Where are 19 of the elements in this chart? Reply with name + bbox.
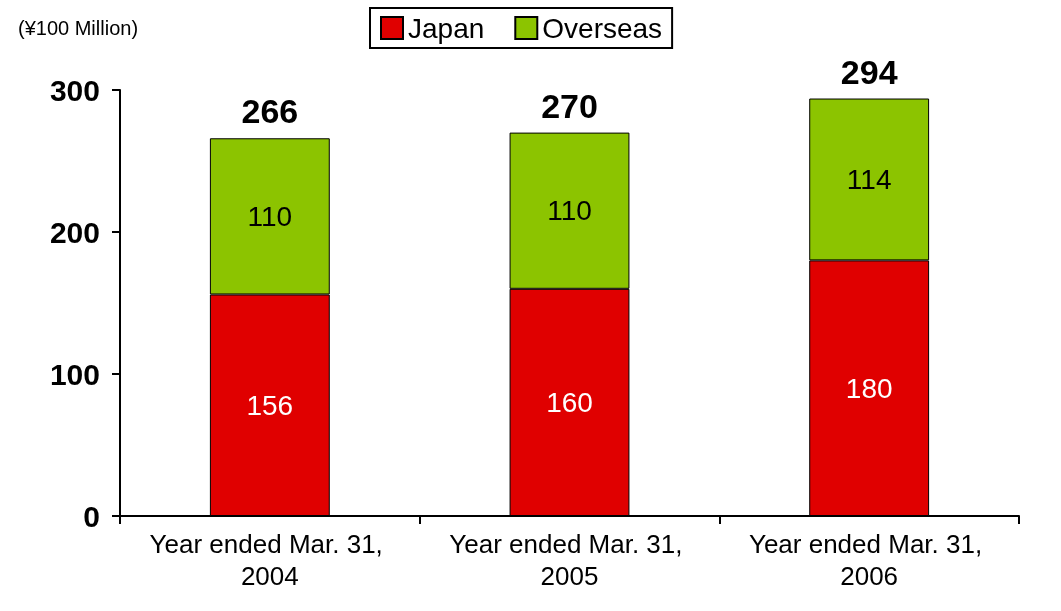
data-label: 156 <box>246 389 294 421</box>
data-label: 180 <box>845 372 893 404</box>
data-label: 114 <box>846 163 892 195</box>
x-tick-label: Year ended Mar. 31, 2004 <box>149 529 391 591</box>
x-tick-label: Year ended Mar. 31, 2005 <box>449 529 690 591</box>
legend-label: Japan <box>408 12 485 44</box>
total-label: 270 <box>541 86 598 125</box>
y-axis-title: (¥100 Million) <box>18 17 139 39</box>
legend-label: Overseas <box>542 12 663 44</box>
y-tick-label: 0 <box>83 499 100 533</box>
y-tick-label: 100 <box>49 357 100 391</box>
data-label: 110 <box>547 195 592 227</box>
total-label: 294 <box>840 52 898 91</box>
data-label: 110 <box>247 200 293 232</box>
total-label: 266 <box>241 92 299 131</box>
x-tick-label: Year ended Mar. 31, 2006 <box>748 529 990 591</box>
y-tick-label: 300 <box>49 73 100 107</box>
data-label: 160 <box>546 386 593 418</box>
y-tick-label: 200 <box>49 215 100 249</box>
